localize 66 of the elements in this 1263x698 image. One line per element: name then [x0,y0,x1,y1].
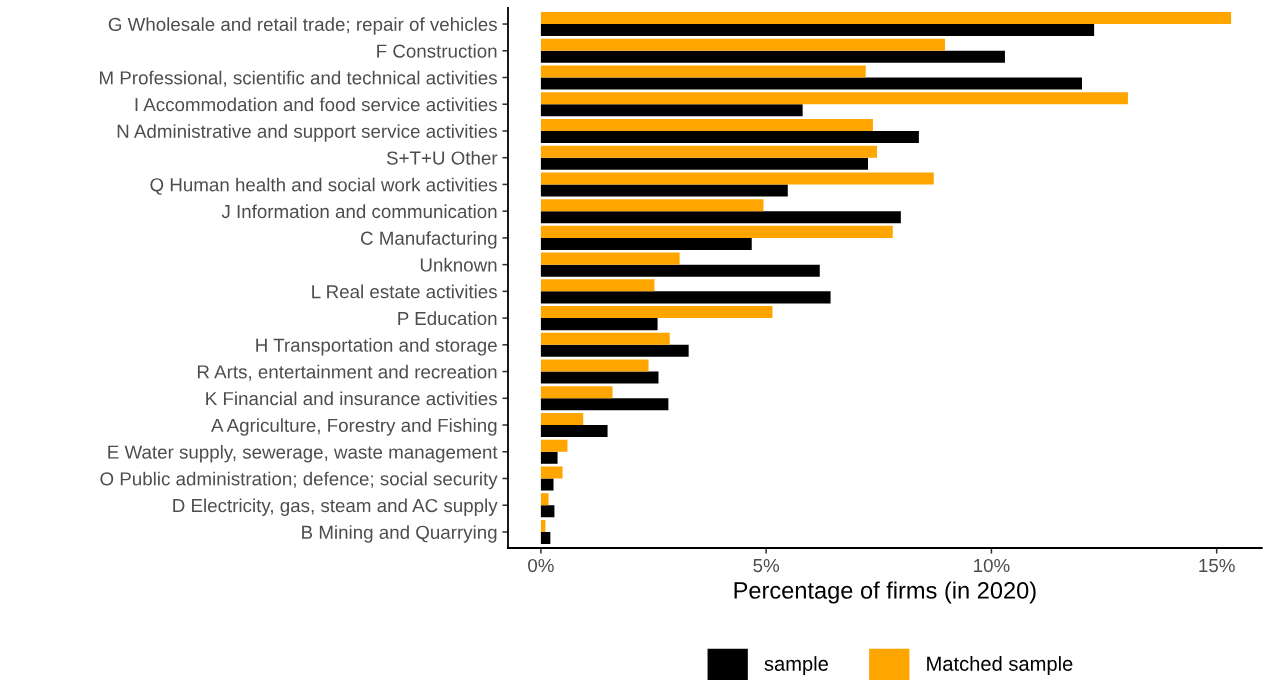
y-tick-label: P Education [398,311,497,326]
x-tick-label: 5% [753,558,780,573]
bar [540,359,649,372]
legend-label: Matched sample [927,656,1073,675]
y-tick-label: J Information and communication [221,204,497,219]
y-tick-label: R Arts, entertainment and recreation [197,364,497,381]
bar [540,398,669,411]
y-tick-label: C Manufacturing [360,231,497,249]
y-tick-label: D Electricity, gas, steam and AC supply [173,498,498,516]
y-tick-label: S+T+U Other [386,150,498,165]
y-tick-label: E Water supply, sewerage, waste management [108,444,498,463]
bar [540,225,893,238]
x-tick-label: 0% [528,558,554,573]
y-tick-label: G Wholesale and retail trade; repair of vehicles [108,17,497,35]
bar [540,157,868,170]
bar [540,50,1005,63]
y-tick-label: I Accommodation and food service activities [135,97,497,112]
bar [540,531,551,544]
bar [540,184,788,197]
bar [540,425,608,438]
bar [540,344,689,357]
bar [540,65,866,78]
bar [540,318,658,331]
bar [540,413,584,426]
bar [540,279,655,292]
bar [540,211,901,224]
bar [540,505,555,518]
y-tick-label: A Agriculture, Forestry and Fishing [211,418,497,436]
bar [540,145,877,158]
y-tick-label: Q Human health and social work activities [150,177,497,195]
bar [540,291,831,304]
y-tick-label: B Mining and Quarrying [302,525,497,543]
bar [540,264,820,277]
bar [540,130,919,143]
y-tick-label: L Real estate activities [312,284,497,299]
y-tick-label: Unknown [420,257,497,272]
x-axis-title: Percentage of firms (in 2020) [734,581,1036,604]
x-tick-label: 10% [974,558,1010,573]
bar [540,466,563,479]
y-tick-label: M Professional, scientific and technical activities [100,70,497,87]
bar [540,38,946,51]
bar [540,493,549,506]
y-tick-label: N Administrative and support service activities [117,124,497,142]
y-tick-label: O Public administration; defence; social security [100,471,498,490]
y-tick-label: K Financial and insurance activities [206,391,497,406]
bar [540,478,554,491]
bar [540,24,1095,37]
bar [540,451,558,464]
bar [540,118,873,131]
bar [540,172,934,185]
bar [540,306,773,319]
bar [540,12,1232,25]
bar [540,199,764,212]
legend-label: sample [764,656,828,675]
bar [540,104,803,117]
bar [540,92,1128,105]
bar [540,237,752,250]
bar [540,252,680,265]
bar [540,386,613,399]
x-tick-label: 15% [1199,558,1235,573]
bar [540,77,1082,90]
y-tick-label: F Construction [377,43,497,58]
bar [540,439,568,452]
bar [540,371,659,384]
y-tick-label: H Transportation and storage [256,338,497,356]
bar [540,332,670,345]
